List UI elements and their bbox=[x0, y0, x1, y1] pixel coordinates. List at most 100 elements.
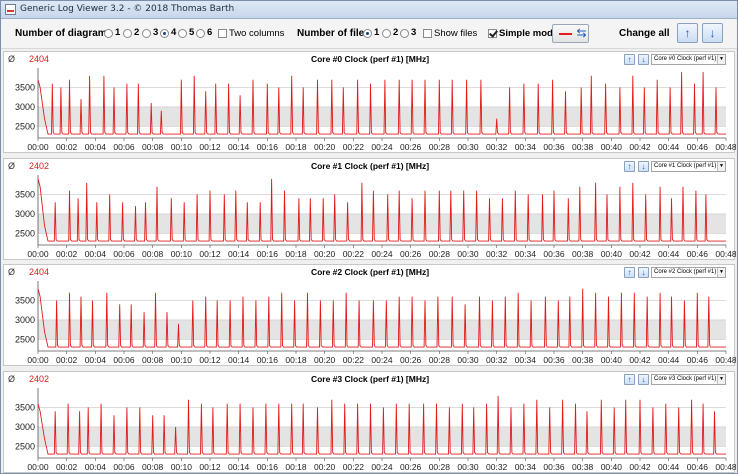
x-tick-label: 00:12 bbox=[199, 249, 221, 259]
y-tick-label: 2500 bbox=[15, 121, 35, 131]
y-tick-label: 2500 bbox=[15, 441, 35, 451]
down-arrow-icon: ↓ bbox=[709, 26, 716, 40]
y-tick-label: 3000 bbox=[15, 315, 35, 325]
x-tick-label: 00:02 bbox=[56, 249, 78, 259]
x-tick-label: 00:30 bbox=[457, 462, 479, 472]
files-radio-1[interactable] bbox=[363, 29, 372, 38]
x-tick-label: 00:00 bbox=[27, 142, 49, 152]
x-tick-label: 00:20 bbox=[314, 355, 336, 365]
panel-up-button[interactable]: ↑ bbox=[624, 374, 635, 385]
window-title: Generic Log Viewer 3.2 - © 2018 Thomas B… bbox=[20, 4, 235, 14]
x-tick-label: 00:36 bbox=[543, 355, 565, 365]
diagram-title: Core #2 Clock (perf #1) [MHz] bbox=[310, 267, 430, 277]
diagrams-radio-2[interactable] bbox=[123, 29, 132, 38]
x-tick-label: 00:48 bbox=[715, 462, 736, 472]
sensor-select[interactable]: Core #0 Clock (perf #1) [M ▼ bbox=[651, 54, 726, 65]
files-radio-3[interactable] bbox=[400, 29, 409, 38]
series-line bbox=[37, 288, 726, 348]
x-tick-label: 00:12 bbox=[199, 462, 221, 472]
move-up-button[interactable]: ↑ bbox=[677, 23, 698, 43]
x-tick-label: 00:38 bbox=[572, 355, 594, 365]
move-down-button[interactable]: ↓ bbox=[702, 23, 723, 43]
x-tick-label: 00:34 bbox=[515, 355, 537, 365]
x-tick-label: 00:38 bbox=[572, 462, 594, 472]
x-tick-label: 00:44 bbox=[658, 462, 680, 472]
x-tick-label: 00:14 bbox=[228, 249, 250, 259]
series-color-swatch bbox=[559, 33, 572, 35]
line-chart: 2500 3000 3500 00:00 00:02 00:04 00:06 00:08 00:… bbox=[15, 68, 736, 152]
x-tick-label: 00:06 bbox=[113, 249, 135, 259]
show-files-checkbox[interactable] bbox=[423, 29, 432, 38]
diagrams-radio-label: 5 bbox=[189, 27, 195, 38]
files-radio-2[interactable] bbox=[382, 29, 391, 38]
diagrams-radio-label: 2 bbox=[134, 27, 140, 38]
x-tick-label: 00:34 bbox=[515, 249, 537, 259]
simple-mode-checkbox[interactable] bbox=[488, 29, 497, 38]
toolbar: Number of diagrams 1 2 3 4 5 6 Two colum… bbox=[1, 19, 737, 49]
panel-up-button[interactable]: ↑ bbox=[624, 267, 635, 278]
color-mode-button[interactable]: ⇆ bbox=[552, 24, 589, 43]
average-value: 2404 bbox=[29, 267, 50, 277]
x-tick-label: 00:24 bbox=[371, 249, 393, 259]
panel-up-button[interactable]: ↑ bbox=[624, 54, 635, 65]
x-tick-label: 00:42 bbox=[629, 142, 651, 152]
files-radio-label: 3 bbox=[411, 27, 417, 38]
x-tick-label: 00:42 bbox=[629, 462, 651, 472]
x-tick-label: 00:14 bbox=[228, 462, 250, 472]
x-tick-label: 00:14 bbox=[228, 355, 250, 365]
x-tick-label: 00:48 bbox=[715, 355, 736, 365]
x-tick-label: 00:18 bbox=[285, 142, 307, 152]
x-tick-label: 00:42 bbox=[629, 355, 651, 365]
average-value: 2404 bbox=[29, 54, 50, 64]
x-tick-label: 00:46 bbox=[687, 355, 709, 365]
diagram-panel: 2500 3000 3500 00:00 00:02 00:04 00:06 00:08 00:… bbox=[3, 51, 736, 153]
files-label: Number of files bbox=[297, 28, 370, 39]
panel-down-button[interactable]: ↓ bbox=[638, 267, 649, 278]
panel-down-button[interactable]: ↓ bbox=[638, 161, 649, 172]
x-tick-label: 00:20 bbox=[314, 142, 336, 152]
title-bar: Generic Log Viewer 3.2 - © 2018 Thomas B… bbox=[1, 1, 737, 19]
chart-band bbox=[38, 426, 726, 447]
x-tick-label: 00:36 bbox=[543, 462, 565, 472]
show-files-label: Show files bbox=[434, 28, 478, 39]
x-tick-label: 00:12 bbox=[199, 142, 221, 152]
chart-band bbox=[38, 213, 726, 234]
diagrams-radio-label: 4 bbox=[171, 27, 177, 38]
sensor-select[interactable]: Core #1 Clock (perf #1) [M ▼ bbox=[651, 161, 726, 172]
x-tick-label: 00:02 bbox=[56, 462, 78, 472]
x-tick-label: 00:00 bbox=[27, 355, 49, 365]
x-tick-label: 00:06 bbox=[113, 355, 135, 365]
diagrams-radio-1[interactable] bbox=[104, 29, 113, 38]
x-tick-label: 00:28 bbox=[429, 355, 451, 365]
diagrams-radio-6[interactable] bbox=[196, 29, 205, 38]
panel-down-button[interactable]: ↓ bbox=[638, 374, 649, 385]
panel-up-button[interactable]: ↑ bbox=[624, 161, 635, 172]
panel-down-button[interactable]: ↓ bbox=[638, 54, 649, 65]
x-tick-label: 00:40 bbox=[601, 355, 623, 365]
series-line bbox=[37, 395, 726, 455]
sensor-select[interactable]: Core #2 Clock (perf #1) [M ▼ bbox=[651, 267, 726, 278]
sensor-select[interactable]: Core #3 Clock (perf #1) [M ▼ bbox=[651, 374, 726, 385]
x-tick-label: 00:32 bbox=[486, 249, 508, 259]
change-all-label: Change all bbox=[619, 28, 670, 39]
diagram-panel: 2500 3000 3500 00:00 00:02 00:04 00:06 00:08 00:… bbox=[3, 158, 736, 260]
x-tick-label: 00:40 bbox=[601, 142, 623, 152]
y-tick-label: 3500 bbox=[15, 402, 35, 412]
x-tick-label: 00:46 bbox=[687, 142, 709, 152]
diagrams-radio-5[interactable] bbox=[178, 29, 187, 38]
diagrams-radio-4[interactable] bbox=[160, 29, 169, 38]
x-tick-label: 00:46 bbox=[687, 462, 709, 472]
x-tick-label: 00:02 bbox=[56, 142, 78, 152]
x-tick-label: 00:16 bbox=[257, 355, 279, 365]
two-columns-checkbox[interactable] bbox=[218, 29, 227, 38]
x-tick-label: 00:34 bbox=[515, 142, 537, 152]
diagrams-radio-3[interactable] bbox=[142, 29, 151, 38]
x-tick-label: 00:40 bbox=[601, 249, 623, 259]
x-tick-label: 00:22 bbox=[343, 142, 365, 152]
y-tick-label: 3000 bbox=[15, 209, 35, 219]
x-tick-label: 00:28 bbox=[429, 249, 451, 259]
y-tick-label: 3000 bbox=[15, 102, 35, 112]
chevron-down-icon: ▼ bbox=[717, 375, 725, 384]
diagram-title: Core #1 Clock (perf #1) [MHz] bbox=[310, 161, 430, 171]
x-tick-label: 00:30 bbox=[457, 142, 479, 152]
